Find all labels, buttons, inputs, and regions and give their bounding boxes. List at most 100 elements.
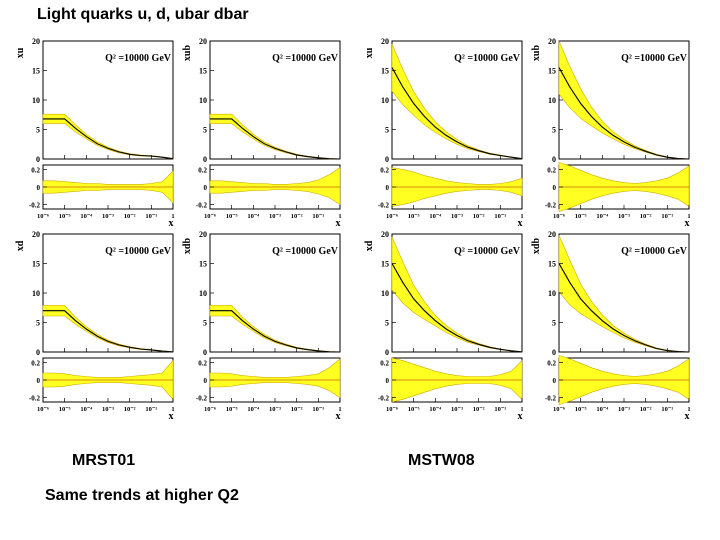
x-tick-label: 10⁻⁵: [575, 406, 587, 413]
x-tick-label: 10⁻¹: [494, 406, 506, 413]
x-tick-label: 10⁻¹: [661, 406, 673, 413]
q2-annotation: Q² =10000 GeV: [454, 246, 521, 257]
y-tick-label: 15: [199, 260, 207, 269]
x-tick-label: 10⁻⁶: [553, 406, 565, 413]
y-tick-label: 15: [548, 67, 556, 76]
x-tick-label: 10⁻⁴: [247, 406, 259, 413]
y-tick-label: 15: [32, 260, 40, 269]
x-tick-label: 10⁻³: [618, 213, 630, 220]
ratio-tick-label: -0.2: [378, 395, 390, 403]
x-tick-label: 10⁻³: [102, 213, 114, 220]
ratio-tick-label: 0.2: [380, 166, 389, 174]
x-tick-label: 10⁻⁴: [80, 406, 92, 413]
y-tick-label: 15: [381, 67, 389, 76]
y-tick-label: 0: [36, 348, 40, 357]
pdf-panel-mstw08-xd: 20 15 10 5 0 0.2 0 -0.2 10⁻⁶ 10⁻⁵ 10⁻⁴ 10⁻³ 10⁻² 10⁻¹…: [362, 230, 527, 420]
y-tick-label: 20: [381, 230, 389, 239]
y-tick-label: 15: [199, 67, 207, 76]
x-tick-label: 10⁻⁶: [553, 213, 565, 220]
x-tick-label: 10⁻⁶: [386, 213, 398, 220]
y-tick-label: 10: [548, 289, 556, 298]
y-tick-label: 15: [381, 260, 389, 269]
x-tick-label: 10⁻⁴: [596, 406, 608, 413]
q2-annotation: Q² =10000 GeV: [454, 53, 521, 64]
y-tick-label: 20: [381, 37, 389, 46]
ratio-tick-label: 0: [386, 184, 390, 192]
y-tick-label: 10: [199, 289, 207, 298]
mrst01-label: MRST01: [72, 452, 136, 469]
x-tick-label: 10⁻⁴: [596, 213, 608, 220]
ratio-tick-label: -0.2: [545, 395, 557, 403]
y-tick-label: 10: [199, 96, 207, 105]
y-tick-label: 5: [203, 319, 207, 328]
y-tick-label: 0: [385, 348, 389, 357]
y-tick-label: 5: [385, 126, 389, 135]
q2-annotation: Q² =10000 GeV: [105, 246, 172, 257]
ratio-tick-label: 0: [553, 377, 557, 385]
chart-svg: 20 15 10 5 0 0.2 0 -0.2 10⁻⁶ 10⁻⁵ 10⁻⁴ 10⁻³ 10⁻² 10⁻¹…: [15, 37, 175, 227]
x-tick-label: 10⁻³: [269, 406, 281, 413]
ratio-tick-label: 0.2: [547, 166, 556, 174]
ratio-tick-label: 0: [37, 184, 41, 192]
x-tick-label: 10⁻³: [451, 213, 463, 220]
pdf-panel-mrst01-xdb: 20 15 10 5 0 0.2 0 -0.2 10⁻⁶ 10⁻⁵ 10⁻⁴ 10⁻³ 10⁻² 10⁻¹…: [180, 230, 345, 420]
chart-svg: 20 15 10 5 0 0.2 0 -0.2 10⁻⁶ 10⁻⁵ 10⁻⁴ 10⁻³ 10⁻² 10⁻¹…: [182, 230, 342, 420]
ratio-tick-label: 0: [553, 184, 557, 192]
x-axis-label: x: [685, 411, 690, 420]
footer-note: Same trends at higher Q2: [45, 487, 239, 504]
x-tick-label: 10⁻¹: [494, 213, 506, 220]
y-tick-label: 0: [203, 348, 207, 357]
y-tick-label: 5: [36, 126, 40, 135]
y-tick-label: 5: [552, 319, 556, 328]
chart-svg: 20 15 10 5 0 0.2 0 -0.2 10⁻⁶ 10⁻⁵ 10⁻⁴ 10⁻³ 10⁻² 10⁻¹…: [364, 230, 524, 420]
pdf-panel-mstw08-xub: 20 15 10 5 0 0.2 0 -0.2 10⁻⁶ 10⁻⁵ 10⁻⁴ 10⁻³ 10⁻² 10⁻¹…: [529, 37, 694, 227]
x-tick-label: 10⁻⁶: [386, 406, 398, 413]
x-axis-label: x: [685, 218, 690, 227]
ratio-tick-label: 0.2: [198, 166, 207, 174]
ratio-tick-label: 0: [386, 377, 390, 385]
y-axis-label: xub: [531, 45, 542, 62]
y-axis-label: xdb: [182, 238, 193, 255]
x-tick-label: 10⁻⁴: [429, 406, 441, 413]
ratio-tick-label: -0.2: [378, 202, 390, 210]
y-axis-label: xd: [364, 240, 375, 251]
x-tick-label: 1: [520, 406, 523, 413]
x-tick-label: 10⁻⁴: [429, 213, 441, 220]
x-tick-label: 10⁻⁵: [226, 406, 238, 413]
x-tick-label: 10⁻²: [291, 213, 303, 220]
y-axis-label: xu: [15, 47, 26, 58]
chart-svg: 20 15 10 5 0 0.2 0 -0.2 10⁻⁶ 10⁻⁵ 10⁻⁴ 10⁻³ 10⁻² 10⁻¹…: [182, 37, 342, 227]
y-tick-label: 5: [203, 126, 207, 135]
x-tick-label: 10⁻⁶: [204, 406, 216, 413]
x-tick-label: 10⁻²: [124, 406, 136, 413]
chart-svg: 20 15 10 5 0 0.2 0 -0.2 10⁻⁶ 10⁻⁵ 10⁻⁴ 10⁻³ 10⁻² 10⁻¹…: [15, 230, 175, 420]
ratio-tick-label: 0.2: [547, 359, 556, 367]
ratio-tick-label: 0.2: [198, 359, 207, 367]
q2-annotation: Q² =10000 GeV: [272, 53, 339, 64]
y-tick-label: 10: [32, 96, 40, 105]
y-tick-label: 20: [199, 230, 207, 239]
x-tick-label: 10⁻²: [640, 406, 652, 413]
y-tick-label: 5: [552, 126, 556, 135]
x-tick-label: 1: [520, 213, 523, 220]
x-tick-label: 10⁻¹: [661, 213, 673, 220]
x-tick-label: 10⁻²: [473, 406, 485, 413]
main-plot-frame: [42, 40, 174, 160]
pdf-panel-mrst01-xu: 20 15 10 5 0 0.2 0 -0.2 10⁻⁶ 10⁻⁵ 10⁻⁴ 10⁻³ 10⁻² 10⁻¹…: [13, 37, 178, 227]
ratio-tick-label: -0.2: [196, 395, 208, 403]
page-title: Light quarks u, d, ubar dbar: [37, 6, 249, 23]
x-axis-label: x: [336, 411, 341, 420]
x-tick-label: 10⁻⁵: [59, 213, 71, 220]
x-tick-label: 10⁻⁶: [37, 213, 49, 220]
y-tick-label: 0: [385, 155, 389, 164]
x-tick-label: 10⁻³: [269, 213, 281, 220]
x-tick-label: 10⁻³: [102, 406, 114, 413]
x-tick-label: 10⁻³: [451, 406, 463, 413]
q2-annotation: Q² =10000 GeV: [272, 246, 339, 257]
mstw08-label: MSTW08: [408, 452, 475, 469]
x-tick-label: 10⁻¹: [312, 213, 324, 220]
x-tick-label: 1: [171, 406, 174, 413]
x-tick-label: 10⁻⁵: [408, 213, 420, 220]
x-tick-label: 10⁻⁶: [37, 406, 49, 413]
x-tick-label: 10⁻³: [618, 406, 630, 413]
